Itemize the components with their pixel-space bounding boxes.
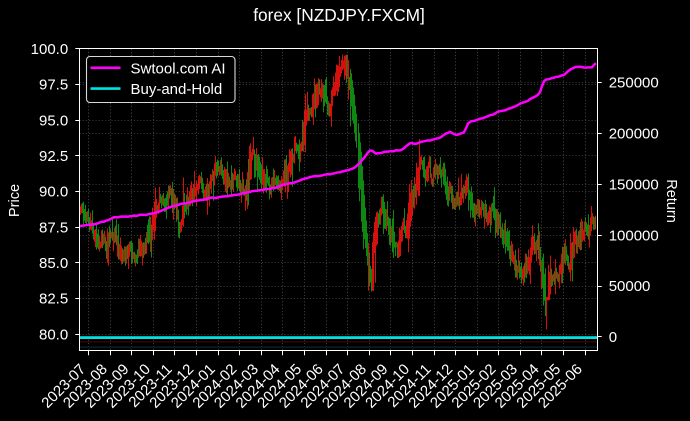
svg-text:87.5: 87.5 (39, 219, 68, 236)
svg-text:100.0: 100.0 (31, 41, 69, 58)
svg-text:92.5: 92.5 (39, 148, 68, 165)
svg-text:100000: 100000 (609, 227, 659, 244)
svg-text:Price: Price (7, 184, 23, 217)
svg-text:50000: 50000 (609, 278, 651, 295)
svg-text:85.0: 85.0 (39, 255, 68, 272)
svg-text:90.0: 90.0 (39, 184, 68, 201)
svg-text:forex [NZDJPY.FXCM]: forex [NZDJPY.FXCM] (253, 5, 425, 25)
svg-text:Return: Return (663, 179, 679, 223)
svg-text:80.0: 80.0 (39, 326, 68, 343)
svg-text:97.5: 97.5 (39, 77, 68, 94)
svg-text:250000: 250000 (609, 75, 659, 92)
svg-text:95.0: 95.0 (39, 112, 68, 129)
svg-text:Swtool.com AI: Swtool.com AI (131, 60, 226, 77)
svg-text:150000: 150000 (609, 176, 659, 193)
svg-text:200000: 200000 (609, 126, 659, 143)
svg-text:82.5: 82.5 (39, 291, 68, 308)
svg-text:Buy-and-Hold: Buy-and-Hold (131, 81, 223, 98)
svg-text:0: 0 (609, 329, 617, 346)
